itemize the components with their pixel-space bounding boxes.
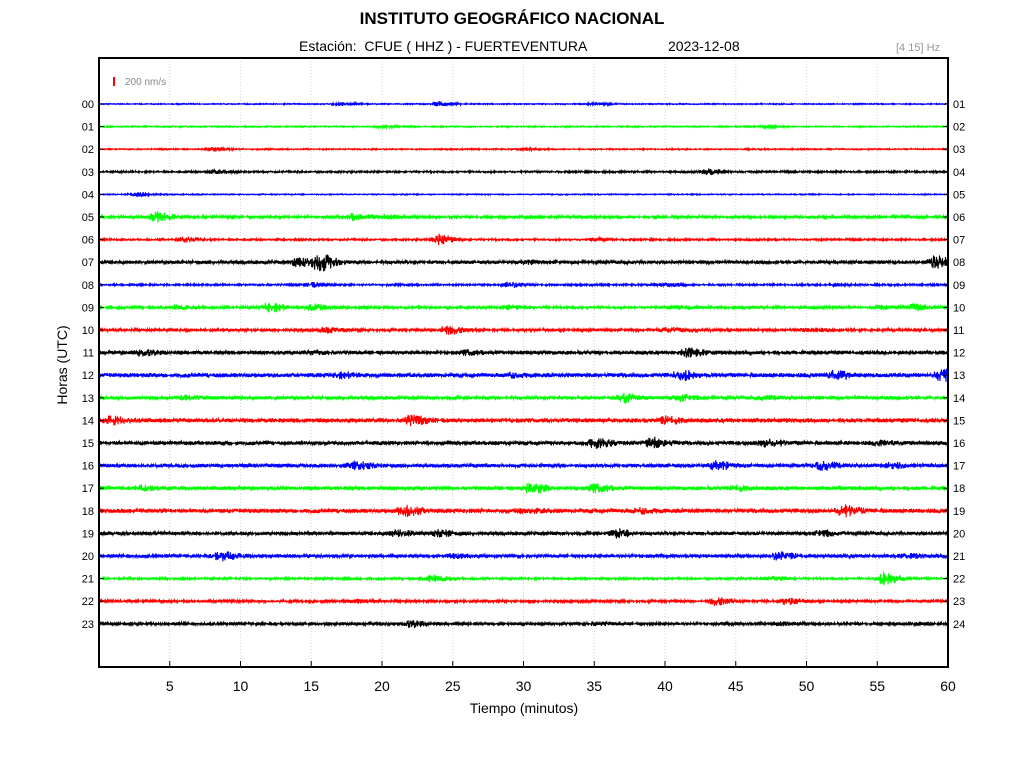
trace-hour-17 xyxy=(98,482,949,494)
chart-date: 2023-12-08 xyxy=(668,38,740,54)
x-tick-label: 60 xyxy=(940,678,956,694)
hour-label-left: 09 xyxy=(82,302,94,314)
trace-hour-15 xyxy=(98,436,949,449)
x-tick-label: 15 xyxy=(303,678,319,694)
hour-label-left: 05 xyxy=(82,212,94,224)
y-axis-label: Horas (UTC) xyxy=(54,325,70,405)
x-tick-label: 25 xyxy=(445,678,461,694)
hour-label-right: 17 xyxy=(953,461,965,473)
hour-label-left: 15 xyxy=(82,438,94,450)
hour-label-left: 02 xyxy=(82,144,94,156)
hour-label-left: 11 xyxy=(83,348,94,360)
hour-label-right: 23 xyxy=(953,596,965,608)
x-tick-label: 45 xyxy=(728,678,744,694)
x-axis-label: Tiempo (minutos) xyxy=(469,700,579,716)
hour-label-left: 18 xyxy=(82,506,94,518)
hour-label-right: 20 xyxy=(953,528,965,540)
trace-hour-09 xyxy=(98,302,949,313)
trace-hour-05 xyxy=(98,211,949,223)
hour-label-right: 16 xyxy=(953,438,965,450)
hour-label-left: 14 xyxy=(82,415,94,427)
hour-label-left: 04 xyxy=(82,189,94,201)
hour-label-left: 16 xyxy=(82,461,94,473)
trace-hour-14 xyxy=(98,414,949,427)
hour-label-left: 01 xyxy=(82,122,94,134)
hour-label-right: 24 xyxy=(953,619,965,631)
hour-label-right: 22 xyxy=(953,574,965,586)
trace-hour-08 xyxy=(98,281,949,289)
trace-hour-22 xyxy=(98,597,949,607)
hour-label-right: 15 xyxy=(953,415,965,427)
hour-label-right: 03 xyxy=(953,144,965,156)
trace-hour-21 xyxy=(98,571,949,586)
hour-label-left: 13 xyxy=(82,393,94,405)
x-tick-label: 20 xyxy=(374,678,390,694)
x-tick-label: 35 xyxy=(586,678,602,694)
trace-hour-19 xyxy=(98,528,949,539)
grid-lines xyxy=(169,58,878,667)
trace-hour-16 xyxy=(98,460,949,472)
hour-label-right: 05 xyxy=(953,189,965,201)
x-tick-label: 55 xyxy=(869,678,885,694)
hour-label-left: 08 xyxy=(82,280,94,292)
hour-label-left: 19 xyxy=(82,528,94,540)
hour-label-left: 06 xyxy=(82,235,94,247)
x-tick-label: 30 xyxy=(516,678,532,694)
trace-hour-11 xyxy=(98,347,949,358)
hour-label-left: 20 xyxy=(82,551,94,563)
hour-label-left: 17 xyxy=(82,483,94,495)
trace-hour-06 xyxy=(98,233,949,246)
x-tick-label: 10 xyxy=(233,678,249,694)
hour-label-right: 04 xyxy=(953,167,965,179)
chart-title: INSTITUTO GEOGRÁFICO NACIONAL xyxy=(359,9,665,28)
trace-hour-13 xyxy=(98,392,949,404)
hour-label-left: 21 xyxy=(82,574,94,586)
hour-label-left: 10 xyxy=(82,325,94,337)
hour-label-right: 01 xyxy=(953,99,965,111)
hour-label-right: 14 xyxy=(953,393,965,405)
hour-label-right: 18 xyxy=(953,483,965,495)
axis-labels: 5 10 15 20 25 30 35 40 45 50 55 60 00 01 02 03 04 05 06 07 0… xyxy=(82,99,966,694)
hour-label-left: 12 xyxy=(82,370,94,382)
x-tick-label: 50 xyxy=(799,678,815,694)
trace-hour-18 xyxy=(98,504,949,518)
seismic-traces xyxy=(98,100,949,629)
hour-label-right: 02 xyxy=(953,122,965,134)
hour-label-left: 00 xyxy=(82,99,94,111)
trace-hour-20 xyxy=(98,551,949,562)
hour-label-right: 09 xyxy=(953,280,965,292)
hour-label-right: 11 xyxy=(953,325,964,337)
amplitude-scale: 200 nm/s xyxy=(113,77,166,88)
station-subtitle: Estación: CFUE ( HHZ ) - FUERTEVENTURA xyxy=(299,38,588,54)
hour-label-right: 13 xyxy=(953,370,965,382)
trace-hour-23 xyxy=(98,619,949,629)
hour-label-left: 07 xyxy=(82,257,94,269)
trace-hour-02 xyxy=(98,145,949,153)
trace-hour-00 xyxy=(98,100,949,108)
hour-label-right: 21 xyxy=(953,551,965,563)
trace-hour-12 xyxy=(98,368,949,382)
hour-label-left: 23 xyxy=(82,619,94,631)
trace-hour-07 xyxy=(98,254,949,272)
filter-band-label: [4 15] Hz xyxy=(896,42,941,54)
hour-label-left: 22 xyxy=(82,596,94,608)
hour-label-right: 19 xyxy=(953,506,965,518)
hour-label-right: 08 xyxy=(953,257,965,269)
hour-label-right: 10 xyxy=(953,302,965,314)
hour-label-right: 12 xyxy=(953,348,965,360)
scale-label: 200 nm/s xyxy=(125,77,166,88)
hour-label-right: 06 xyxy=(953,212,965,224)
x-tick-label: 40 xyxy=(657,678,673,694)
hour-label-right: 07 xyxy=(953,235,965,247)
x-tick-label: 5 xyxy=(166,678,174,694)
hour-label-left: 03 xyxy=(82,167,94,179)
trace-hour-03 xyxy=(98,167,949,176)
trace-hour-01 xyxy=(98,123,949,130)
trace-hour-10 xyxy=(98,325,949,335)
trace-hour-04 xyxy=(98,191,949,198)
